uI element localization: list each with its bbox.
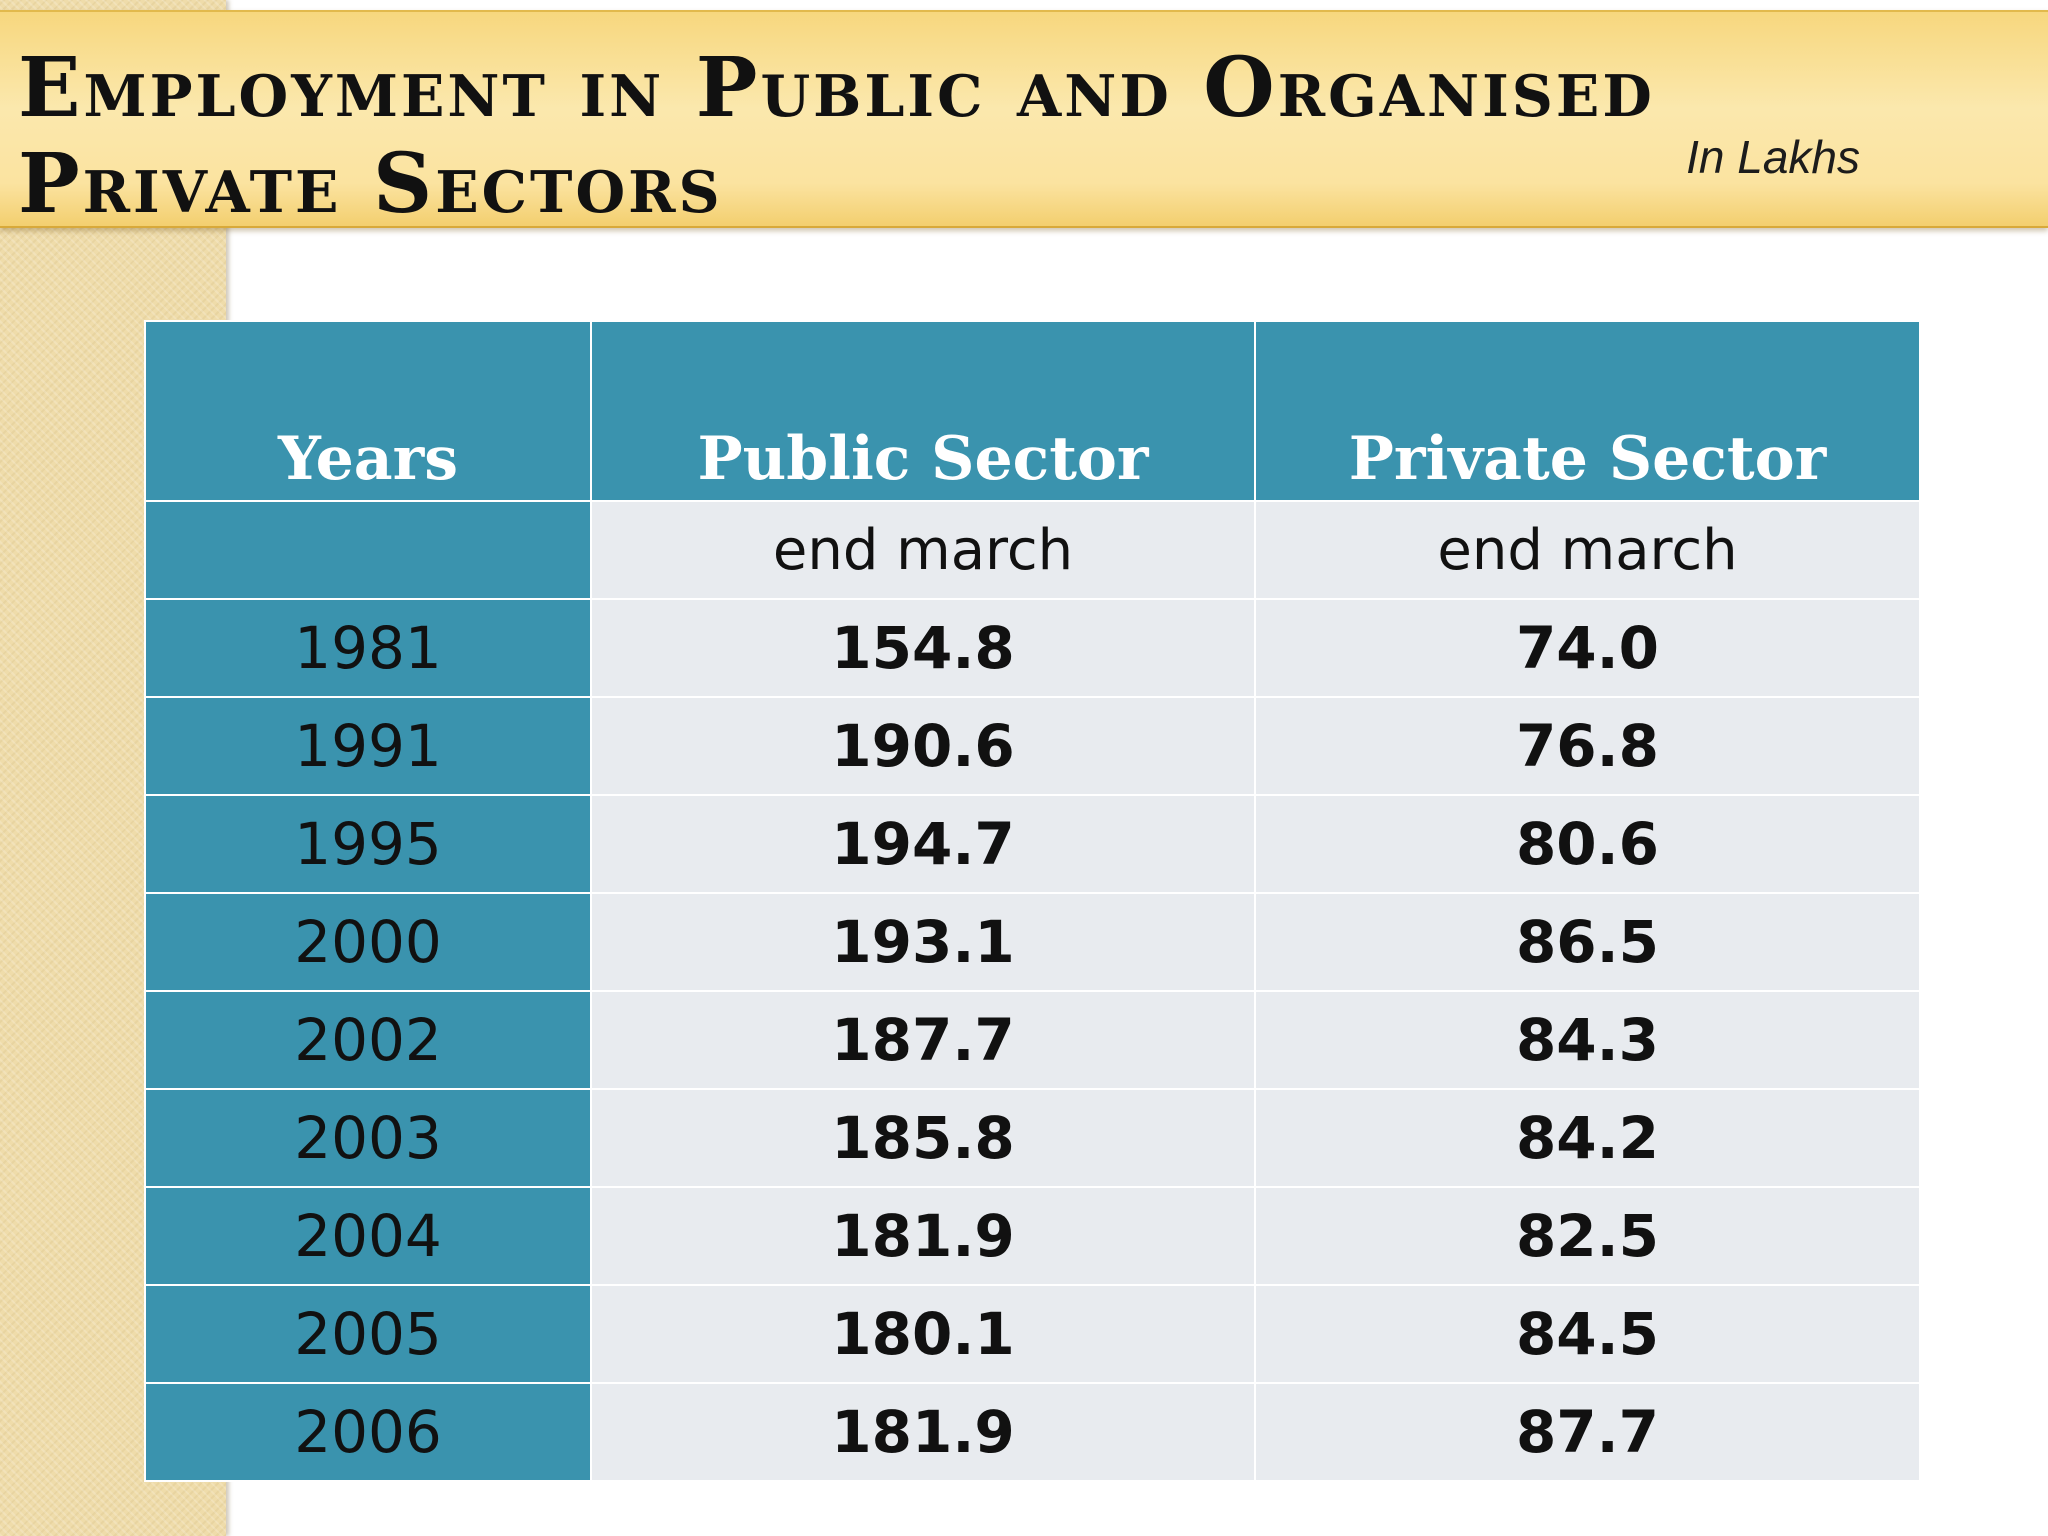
table-row: 2005 180.1 84.5: [144, 1284, 1921, 1384]
table-row: 1995 194.7 80.6: [144, 794, 1921, 894]
year-cell: 1995: [144, 794, 592, 894]
title-banner: Employment in Public and Organised Priva…: [0, 10, 2048, 232]
private-value: 84.2: [1254, 1088, 1921, 1188]
public-value: 193.1: [590, 892, 1256, 992]
private-value: 82.5: [1254, 1186, 1921, 1286]
public-value: 180.1: [590, 1284, 1256, 1384]
public-value: 181.9: [590, 1382, 1256, 1482]
year-cell: 2003: [144, 1088, 592, 1188]
subheader-private: end march: [1254, 500, 1921, 600]
year-cell: 2006: [144, 1382, 592, 1482]
year-cell: 1991: [144, 696, 592, 796]
header-public-sector: Public Sector: [590, 320, 1256, 502]
year-cell: 2000: [144, 892, 592, 992]
slide-title: Employment in Public and Organised Priva…: [18, 40, 1655, 232]
table-row: 2004 181.9 82.5: [144, 1186, 1921, 1286]
employment-table: Years Public Sector Private Sector end m…: [144, 320, 1921, 1482]
public-value: 187.7: [590, 990, 1256, 1090]
table-row: 2003 185.8 84.2: [144, 1088, 1921, 1188]
private-value: 84.5: [1254, 1284, 1921, 1384]
header-years: Years: [144, 320, 592, 502]
public-value: 190.6: [590, 696, 1256, 796]
table-row: 2002 187.7 84.3: [144, 990, 1921, 1090]
year-cell: 1981: [144, 598, 592, 698]
private-value: 76.8: [1254, 696, 1921, 796]
subheader-years: [144, 500, 592, 600]
table-row: 2000 193.1 86.5: [144, 892, 1921, 992]
units-note: In Lakhs: [1686, 131, 1860, 183]
public-value: 194.7: [590, 794, 1256, 894]
private-value: 80.6: [1254, 794, 1921, 894]
private-value: 74.0: [1254, 598, 1921, 698]
private-value: 86.5: [1254, 892, 1921, 992]
year-cell: 2004: [144, 1186, 592, 1286]
private-value: 87.7: [1254, 1382, 1921, 1482]
year-cell: 2005: [144, 1284, 592, 1384]
table-row: 2006 181.9 87.7: [144, 1382, 1921, 1482]
table-subheader-row: end march end march: [144, 500, 1921, 600]
table-header-row: Years Public Sector Private Sector: [144, 320, 1921, 502]
table-row: 1981 154.8 74.0: [144, 598, 1921, 698]
private-value: 84.3: [1254, 990, 1921, 1090]
public-value: 154.8: [590, 598, 1256, 698]
year-cell: 2002: [144, 990, 592, 1090]
public-value: 185.8: [590, 1088, 1256, 1188]
subheader-public: end march: [590, 500, 1256, 600]
public-value: 181.9: [590, 1186, 1256, 1286]
table-row: 1991 190.6 76.8: [144, 696, 1921, 796]
header-private-sector: Private Sector: [1254, 320, 1921, 502]
